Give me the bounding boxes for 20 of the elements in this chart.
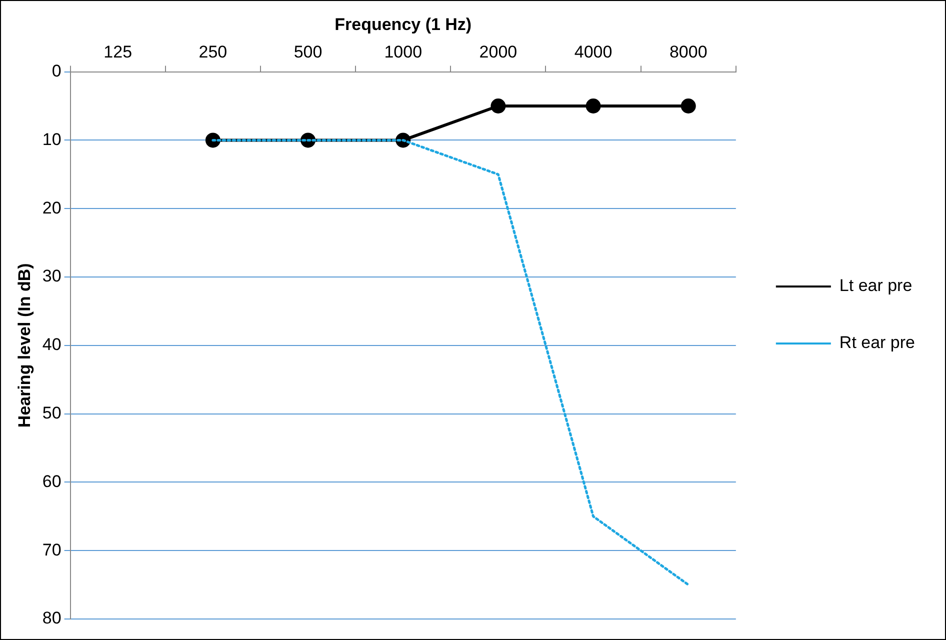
y-tick-label: 10	[42, 130, 62, 149]
x-tick-label: 2000	[479, 42, 518, 62]
y-tick-label: 80	[42, 608, 62, 628]
x-tick-label: 125	[104, 42, 132, 62]
y-tick-label: 50	[42, 403, 62, 422]
y-tick-label: 70	[42, 540, 62, 560]
y-tick-label: 60	[42, 472, 62, 491]
y-tick-label: 0	[52, 61, 62, 80]
x-tick-label: 4000	[574, 42, 612, 62]
x-tick-label: 1000	[384, 42, 422, 62]
y-axis-title: Hearing level (In dB)	[14, 263, 34, 428]
x-tick-label: 500	[294, 42, 322, 62]
y-tick-label: 40	[42, 335, 62, 354]
x-tick-label: 250	[198, 42, 228, 62]
legend-label: Rt ear pre	[839, 333, 916, 352]
y-tick-label: 20	[42, 198, 62, 218]
legend-label: Lt ear pre	[839, 276, 912, 296]
x-axis-title: Frequency (1 Hz)	[334, 14, 472, 34]
y-tick-label: 30	[42, 266, 62, 286]
x-tick-label: 8000	[669, 42, 708, 62]
